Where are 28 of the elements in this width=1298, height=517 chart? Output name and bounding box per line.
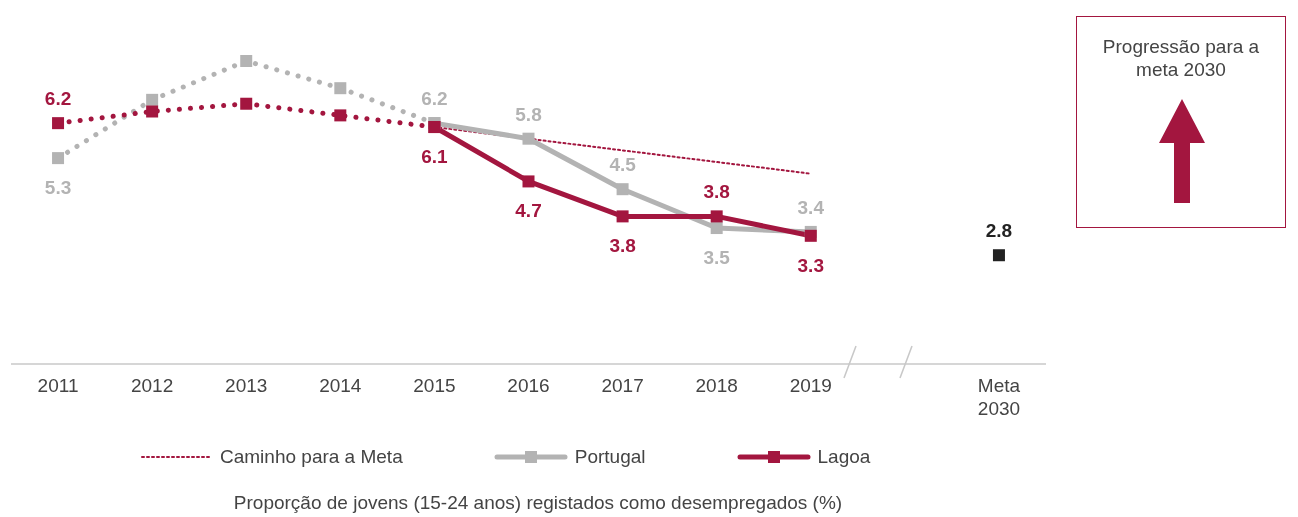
legend-label: Portugal bbox=[574, 446, 646, 468]
text: Progressão para a meta 2030 bbox=[1101, 35, 1261, 81]
data-label: 3.3 bbox=[797, 254, 824, 276]
x-tick-label: 2016 bbox=[507, 375, 550, 396]
data-label: 6.2 bbox=[421, 88, 448, 110]
data-label: 6.1 bbox=[421, 146, 449, 168]
x-tick-label: 2019 bbox=[789, 375, 832, 396]
legend-label: Caminho para a Meta bbox=[220, 446, 403, 468]
data-label: 6.2 bbox=[44, 88, 72, 110]
data-label: 3.5 bbox=[703, 247, 731, 269]
legend-label: Lagoa bbox=[817, 446, 871, 468]
data-label: 4.5 bbox=[609, 154, 637, 176]
x-tick-label: Meta 2030 bbox=[977, 375, 1021, 419]
x-tick-label: 2012 bbox=[131, 375, 174, 396]
text: Proporção de jovens (15-24 anos) registados como desempregados (%) bbox=[232, 492, 844, 514]
x-tick-label: 2013 bbox=[225, 375, 268, 396]
data-label: 2.8 bbox=[985, 220, 1013, 242]
x-tick-label: 2015 bbox=[413, 375, 456, 396]
data-label: 3.8 bbox=[609, 235, 636, 257]
x-tick-label: 2017 bbox=[601, 375, 644, 396]
x-tick-label: 2014 bbox=[319, 375, 362, 396]
data-label: 3.8 bbox=[703, 181, 730, 203]
data-label: 5.3 bbox=[44, 177, 72, 199]
data-label: 3.4 bbox=[797, 196, 825, 218]
x-tick-label: 2018 bbox=[695, 375, 738, 396]
data-label: 5.8 bbox=[515, 103, 542, 125]
data-label: 4.7 bbox=[515, 200, 542, 222]
x-tick-label: 2011 bbox=[37, 375, 79, 396]
